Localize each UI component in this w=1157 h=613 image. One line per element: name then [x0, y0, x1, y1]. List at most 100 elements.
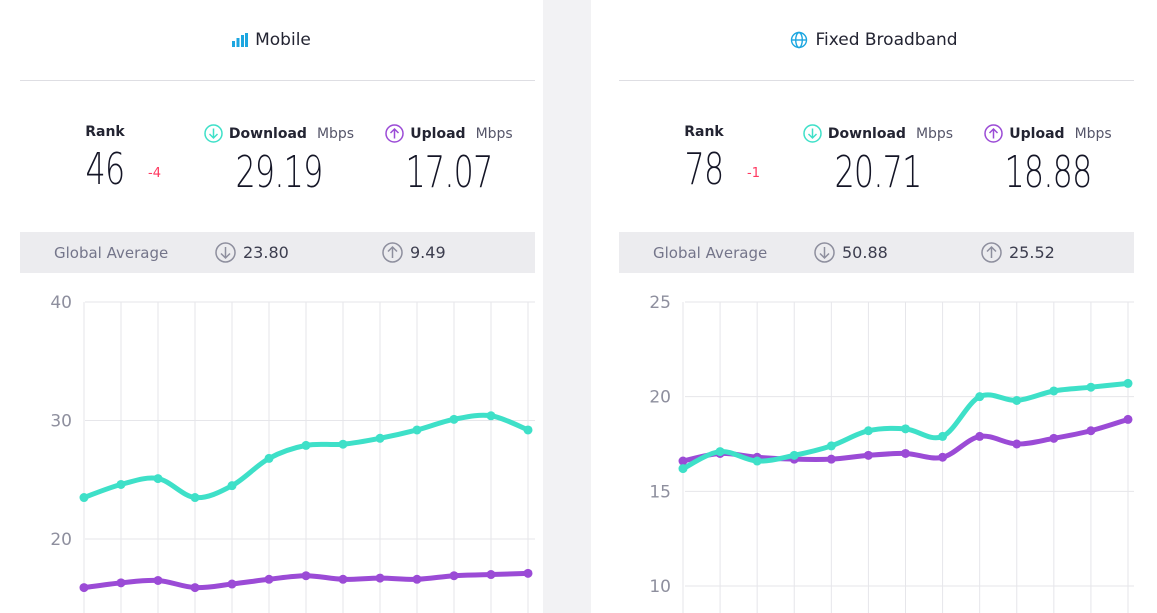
download-data-point[interactable]: [1123, 378, 1133, 388]
rank-change: -1: [747, 166, 760, 181]
rank-label: Rank: [684, 124, 724, 140]
rank-label: Rank: [85, 124, 125, 140]
download-data-point[interactable]: [715, 447, 725, 457]
global-download: 50.88: [814, 242, 888, 263]
download-data-point[interactable]: [1086, 382, 1096, 392]
mobile-title-text: Mobile: [255, 30, 311, 50]
download-data-point[interactable]: [1049, 386, 1059, 396]
download-data-point[interactable]: [901, 424, 910, 434]
download-data-point[interactable]: [375, 433, 385, 443]
fixed-title-text: Fixed Broadband: [815, 30, 958, 50]
upload-icon: [984, 124, 1004, 143]
upload-data-point[interactable]: [901, 448, 910, 458]
upload-data-point[interactable]: [1049, 433, 1059, 443]
upload-data-point[interactable]: [264, 574, 274, 584]
download-data-point[interactable]: [227, 481, 237, 491]
global-average-bar: Global Average 23.80 9.49: [20, 232, 535, 273]
title-divider: [20, 80, 535, 81]
upload-data-point[interactable]: [116, 578, 126, 588]
upload-data-point[interactable]: [1012, 439, 1022, 449]
upload-label: Upload: [410, 125, 466, 142]
upload-data-point[interactable]: [975, 431, 985, 441]
download-data-point[interactable]: [338, 439, 348, 449]
down-arrow-icon: [814, 242, 835, 263]
global-average-label: Global Average: [653, 243, 768, 262]
upload-data-point[interactable]: [1086, 426, 1096, 436]
global-upload: 9.49: [382, 242, 446, 263]
download-label: Download: [228, 125, 307, 142]
download-data-point[interactable]: [116, 479, 126, 489]
upload-data-point[interactable]: [412, 574, 422, 584]
download-data-point[interactable]: [1012, 395, 1022, 405]
download-data-point[interactable]: [79, 493, 89, 503]
global-download: 23.80: [215, 242, 289, 263]
download-data-point[interactable]: [863, 426, 873, 436]
download-data-point[interactable]: [264, 453, 274, 463]
y-tick-label: 20: [50, 530, 72, 550]
download-data-point[interactable]: [752, 456, 762, 466]
y-tick-label: 15: [649, 482, 671, 502]
download-data-point[interactable]: [789, 450, 799, 460]
upload-data-point[interactable]: [301, 571, 311, 581]
upload-data-point[interactable]: [678, 456, 688, 466]
fixed-broadband-panel: Fixed Broadband Rank 78 -1 Download Mbps …: [591, 0, 1157, 613]
rank-change: -4: [148, 166, 161, 181]
download-metric: Download Mbps 20.71: [789, 124, 967, 197]
y-tick-label: 10: [649, 577, 671, 597]
rank-value: 46: [85, 144, 126, 195]
y-tick-label: 30: [50, 412, 72, 432]
rank-metric: Rank 46: [62, 124, 148, 194]
upload-data-point[interactable]: [190, 583, 200, 593]
upload-label: Upload: [1009, 125, 1065, 142]
download-data-point[interactable]: [975, 392, 985, 402]
upload-value: 18.88: [1004, 147, 1092, 198]
global-average-label: Global Average: [54, 243, 169, 262]
upload-unit: Mbps: [1074, 125, 1112, 142]
y-tick-label: 40: [50, 293, 72, 313]
upload-data-point[interactable]: [375, 573, 385, 583]
global-upload-value: 9.49: [410, 243, 446, 262]
y-tick-label: 25: [649, 293, 671, 313]
y-tick-label: 20: [649, 388, 671, 408]
upload-data-point[interactable]: [523, 568, 533, 578]
upload-data-point[interactable]: [338, 574, 348, 584]
global-download-value: 50.88: [842, 243, 888, 262]
download-data-point[interactable]: [449, 414, 459, 424]
upload-value: 17.07: [405, 147, 493, 198]
download-data-point[interactable]: [523, 425, 533, 435]
global-upload-value: 25.52: [1009, 243, 1055, 262]
download-label: Download: [827, 125, 906, 142]
upload-data-point[interactable]: [863, 450, 873, 460]
upload-data-point[interactable]: [79, 583, 89, 593]
fixed-title: Fixed Broadband: [591, 30, 1157, 50]
upload-data-point[interactable]: [938, 452, 948, 462]
upload-data-point[interactable]: [486, 570, 496, 580]
upload-data-point[interactable]: [227, 579, 237, 589]
upload-data-point[interactable]: [826, 454, 836, 464]
download-data-point[interactable]: [190, 493, 200, 503]
mobile-title: Mobile: [0, 30, 543, 50]
global-download-value: 23.80: [243, 243, 289, 262]
upload-data-point[interactable]: [153, 575, 163, 585]
download-data-point[interactable]: [678, 464, 688, 474]
download-data-point[interactable]: [153, 474, 163, 484]
download-unit: Mbps: [316, 125, 355, 142]
upload-icon: [385, 124, 405, 143]
upload-metric: Upload Mbps 17.07: [370, 124, 528, 197]
rank-value: 78: [684, 144, 725, 195]
download-data-point[interactable]: [301, 440, 311, 450]
download-value: 29.19: [235, 147, 323, 198]
down-arrow-icon: [215, 242, 236, 263]
global-upload: 25.52: [981, 242, 1055, 263]
fixed-speed-chart: 25 20 15 10: [649, 293, 1134, 613]
upload-data-point[interactable]: [1123, 414, 1133, 424]
download-data-point[interactable]: [826, 441, 836, 451]
download-unit: Mbps: [915, 125, 954, 142]
download-data-point[interactable]: [412, 425, 422, 435]
upload-unit: Mbps: [475, 125, 513, 142]
up-arrow-icon: [382, 242, 403, 263]
download-data-point[interactable]: [938, 431, 948, 441]
upload-metric: Upload Mbps 18.88: [969, 124, 1127, 197]
upload-data-point[interactable]: [449, 571, 459, 581]
download-data-point[interactable]: [486, 411, 496, 421]
